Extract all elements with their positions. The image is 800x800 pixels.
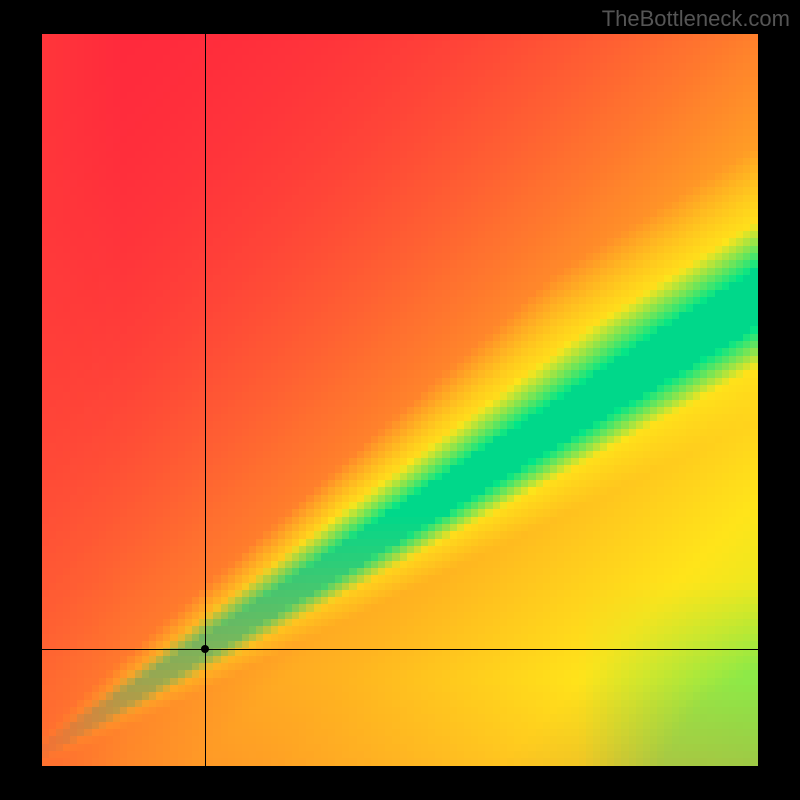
chart-container: TheBottleneck.com: [0, 0, 800, 800]
crosshair-horizontal: [42, 649, 758, 650]
watermark-text: TheBottleneck.com: [602, 6, 790, 32]
crosshair-vertical: [205, 34, 206, 766]
bottleneck-heatmap: [42, 34, 758, 766]
